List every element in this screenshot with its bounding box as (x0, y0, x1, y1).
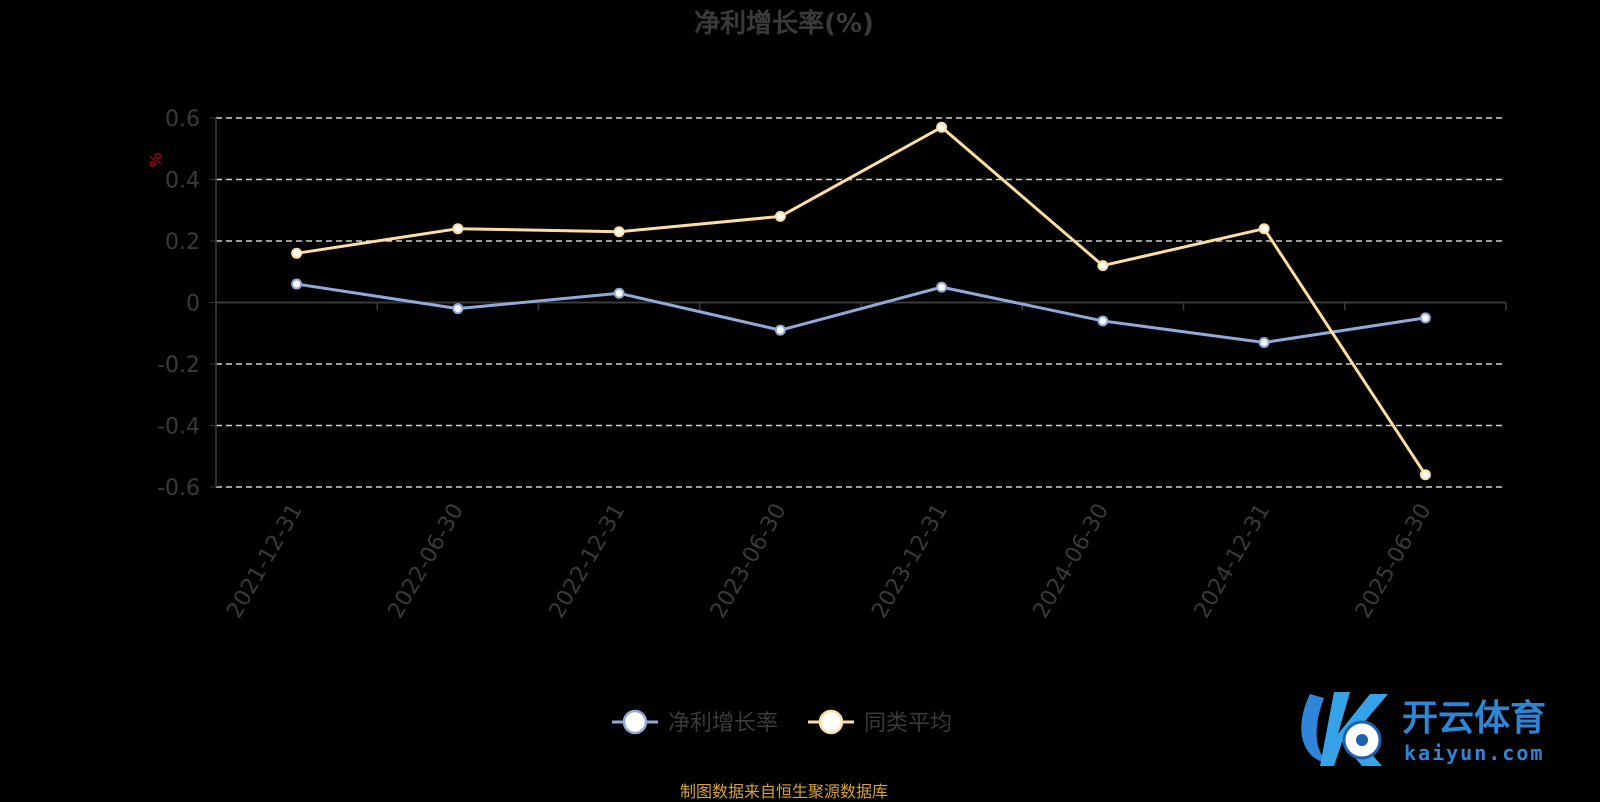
data-point (452, 303, 464, 315)
data-point (291, 278, 303, 290)
logo-swoosh-icon (1301, 694, 1330, 764)
data-point (936, 121, 948, 133)
x-tick-label: 2024-12-31 (1190, 500, 1276, 623)
data-point (452, 223, 464, 235)
data-point (613, 287, 625, 299)
data-point (1097, 260, 1109, 272)
x-tick-label: 2021-12-31 (222, 500, 308, 623)
y-tick-label: -0.6 (157, 476, 200, 501)
legend[interactable]: 净利增长率 同类平均 (612, 709, 952, 736)
kaiyun-logo: 开云体育 kaiyun.com (1301, 692, 1546, 766)
logo-url: kaiyun.com (1404, 741, 1544, 765)
data-point (1419, 312, 1431, 324)
data-point (774, 210, 786, 222)
x-tick-labels: 2021-12-31 2022-06-30 2022-12-31 2023-06-30… (222, 500, 1436, 623)
legend-item[interactable]: 净利增长率 (612, 709, 778, 736)
grid-lines (216, 117, 1506, 488)
logo-name: 开云体育 (1402, 698, 1546, 739)
legend-label: 同类平均 (864, 711, 952, 736)
y-tick-label: 0.4 (165, 169, 200, 194)
series-line-1 (296, 282, 1426, 344)
y-tick-label: 0.6 (165, 107, 200, 132)
legend-marker (818, 709, 844, 735)
legend-item[interactable]: 同类平均 (808, 709, 952, 736)
y-tick-labels: 0.6 0.4 0.2 0 -0.2 -0.4 -0.6 (157, 107, 200, 501)
data-source-note: 制图数据来自恒生聚源数据库 (679, 782, 888, 801)
series-group (291, 121, 1431, 481)
data-point (291, 247, 303, 259)
x-tick-label: 2022-12-31 (545, 500, 631, 623)
x-tick-label: 2022-06-30 (383, 500, 469, 623)
y-tick-label: -0.4 (157, 415, 200, 440)
y-axis-label: % (146, 152, 165, 167)
data-point (774, 324, 786, 336)
data-point (1258, 336, 1270, 348)
x-tick-label: 2023-06-30 (706, 500, 792, 623)
x-tick-label: 2023-12-31 (867, 500, 953, 623)
data-point (1258, 223, 1270, 235)
data-point (936, 281, 948, 293)
legend-label: 净利增长率 (668, 711, 778, 736)
data-point (613, 226, 625, 238)
legend-marker (622, 709, 648, 735)
axes (210, 117, 1507, 488)
x-tick-label: 2024-06-30 (1028, 500, 1114, 623)
series-line-2 (296, 125, 1427, 476)
data-point (1419, 469, 1431, 481)
y-tick-label: 0.2 (165, 230, 200, 255)
y-tick-label: -0.2 (157, 353, 200, 378)
y-tick-label: 0 (186, 292, 200, 317)
chart-title: 净利增长率(%) (694, 8, 874, 39)
x-tick-label: 2025-06-30 (1351, 500, 1437, 623)
data-point (1097, 315, 1109, 327)
